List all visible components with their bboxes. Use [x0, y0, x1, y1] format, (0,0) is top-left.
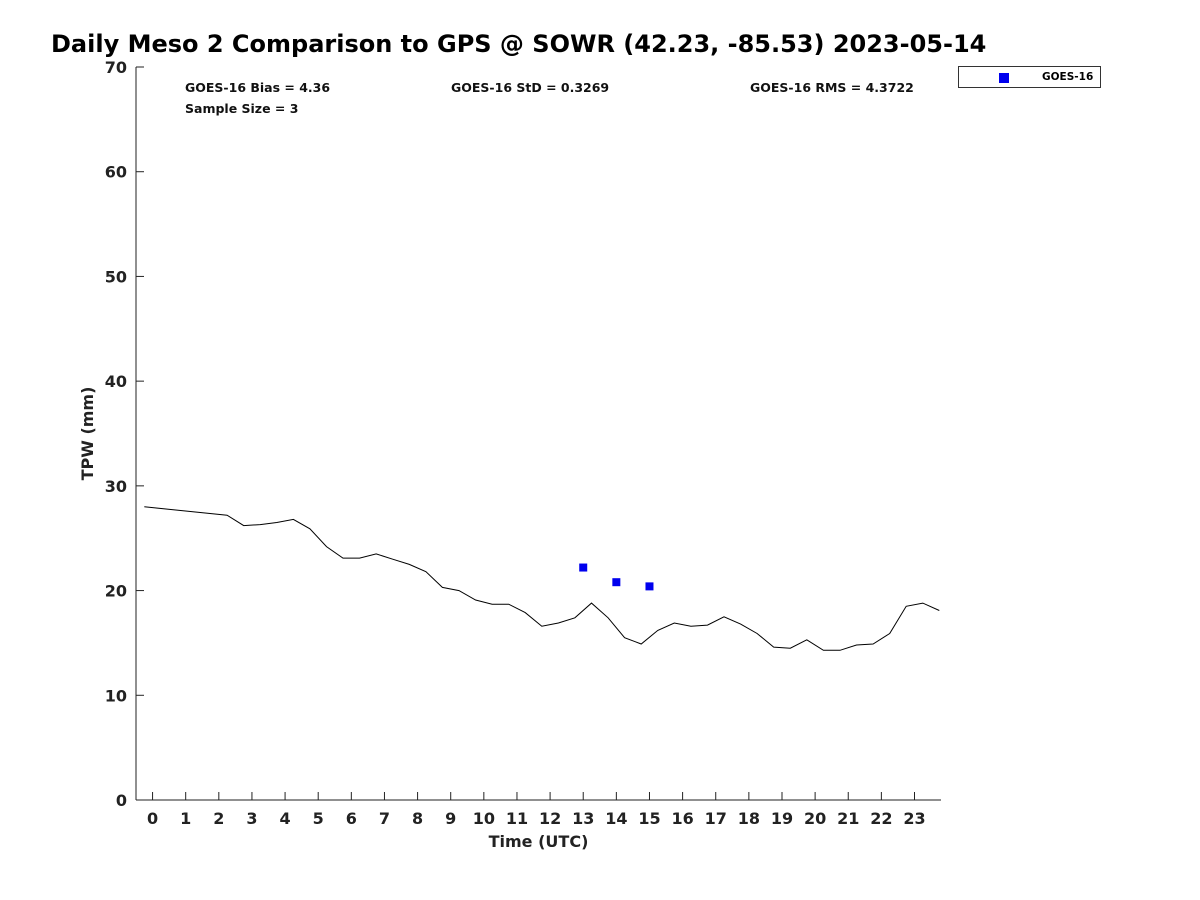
x-tick-label: 6: [346, 809, 357, 828]
x-tick-label: 12: [539, 809, 561, 828]
x-tick-label: 5: [313, 809, 324, 828]
goes16-point: [579, 563, 588, 572]
legend: GOES-16: [958, 66, 1101, 88]
x-tick-label: 18: [738, 809, 760, 828]
x-tick-label: 9: [445, 809, 456, 828]
x-tick-label: 4: [280, 809, 291, 828]
x-tick-label: 19: [771, 809, 793, 828]
x-tick-label: 16: [671, 809, 693, 828]
y-tick-label: 20: [105, 582, 127, 601]
x-tick-label: 14: [605, 809, 627, 828]
gps-tpw-line: [144, 506, 940, 651]
x-tick-label: 17: [705, 809, 727, 828]
sample-size-stat: Sample Size = 3: [185, 101, 299, 116]
y-axis-label: TPW (mm): [78, 387, 97, 481]
x-tick-label: 2: [213, 809, 224, 828]
chart-title: Daily Meso 2 Comparison to GPS @ SOWR (4…: [51, 30, 987, 58]
rms-stat: GOES-16 RMS = 4.3722: [750, 80, 914, 95]
goes16-point: [645, 582, 654, 591]
x-tick-label: 11: [506, 809, 528, 828]
goes16-point: [612, 578, 621, 587]
x-tick-label: 22: [870, 809, 892, 828]
y-tick-label: 10: [105, 686, 127, 705]
x-tick-label: 23: [903, 809, 925, 828]
legend-marker-goes16: [999, 73, 1009, 83]
x-tick-label: 0: [147, 809, 158, 828]
std-stat: GOES-16 StD = 0.3269: [451, 80, 610, 95]
x-tick-label: 1: [180, 809, 191, 828]
y-tick-label: 30: [105, 477, 127, 496]
y-tick-label: 0: [116, 791, 127, 810]
legend-label-goes16: GOES-16: [1042, 71, 1094, 83]
x-tick-label: 13: [572, 809, 594, 828]
x-tick-label: 21: [837, 809, 859, 828]
y-tick-label: 50: [105, 267, 127, 286]
y-tick-label: 40: [105, 372, 127, 391]
x-tick-label: 20: [804, 809, 826, 828]
x-tick-label: 8: [412, 809, 423, 828]
x-axis-label: Time (UTC): [489, 832, 589, 851]
x-tick-label: 10: [473, 809, 495, 828]
bias-stat: GOES-16 Bias = 4.36: [185, 80, 331, 95]
x-tick-label: 7: [379, 809, 390, 828]
x-tick-label: 3: [246, 809, 257, 828]
y-tick-label: 60: [105, 163, 127, 182]
y-tick-label: 70: [105, 58, 127, 77]
x-tick-label: 15: [638, 809, 660, 828]
